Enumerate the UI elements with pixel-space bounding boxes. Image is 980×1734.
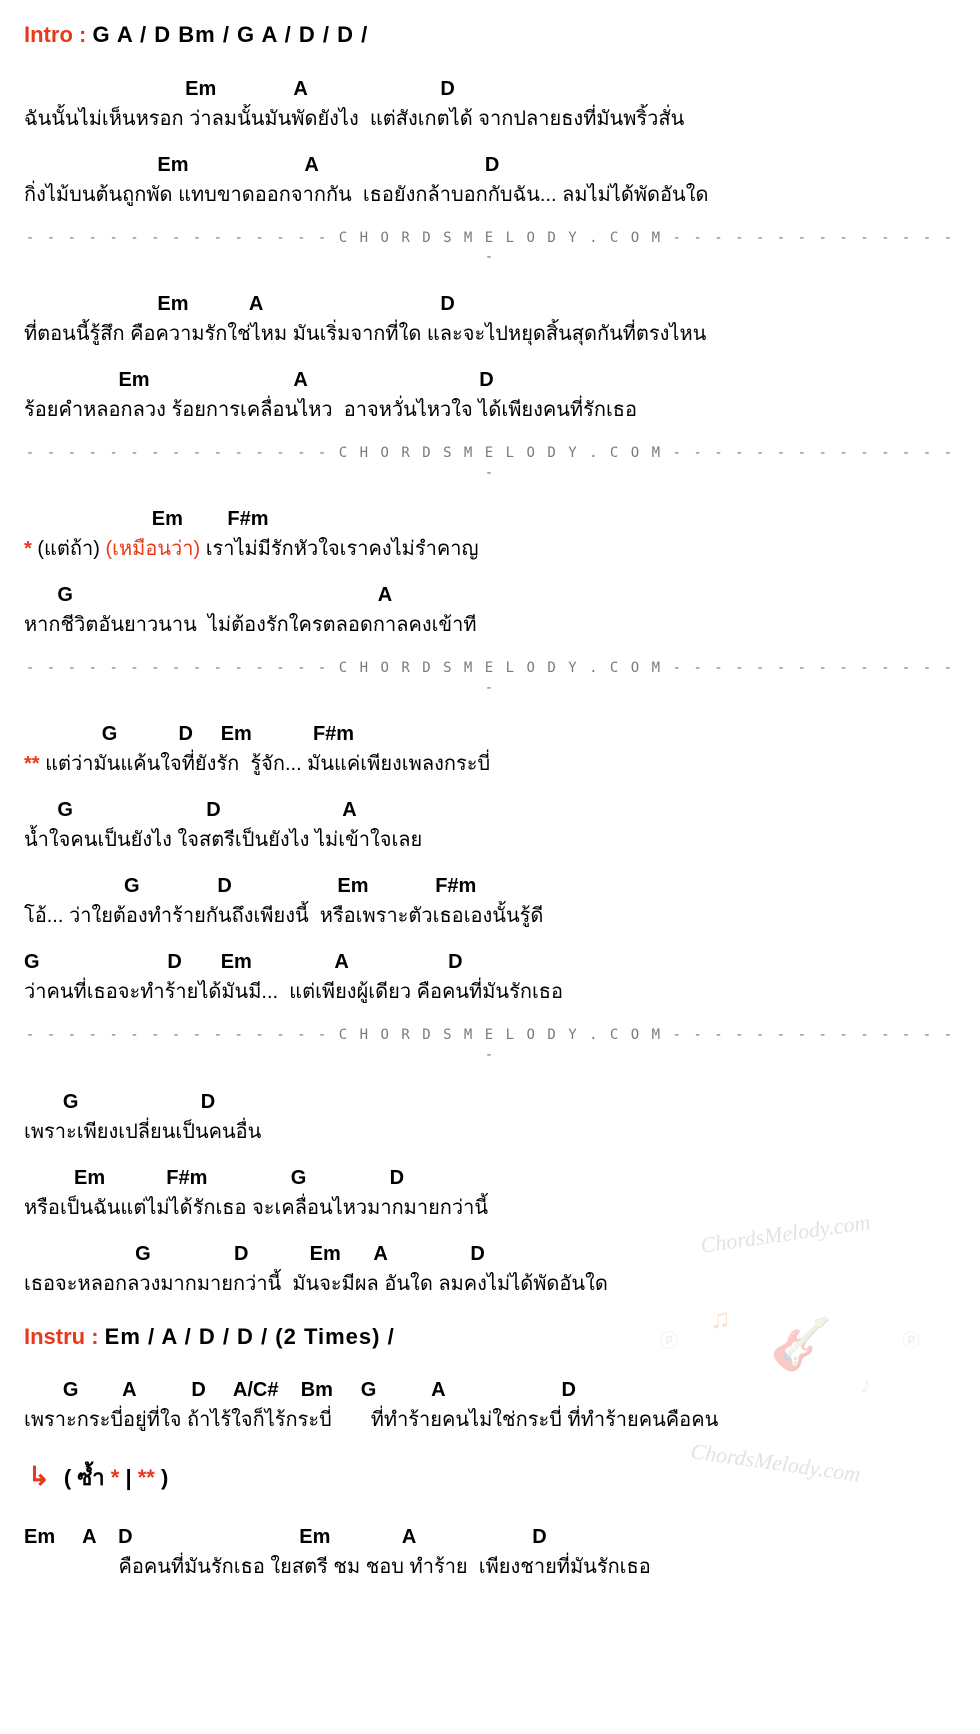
star-ref-2: **	[138, 1465, 155, 1490]
lyric-row: ฉันนั้นไม่เห็นหรอก ว่าลมนั้นมันพัดยังไง …	[24, 105, 956, 133]
lyric-tail: แต่ว่ามันแค้นใจที่ยังรัก รู้จัก... มันแค…	[45, 753, 490, 775]
chord-row: Em A D	[24, 290, 956, 318]
lyric-row: เพราะกระบี่อยู่ที่ใจ ถ้าไร้ใจก็ไร้กระบี่…	[24, 1406, 956, 1434]
chord-row: Em A D Em A D	[24, 1523, 956, 1551]
paren-text-2: (เหมือนว่า)	[105, 538, 205, 560]
intro-chords: G A / D Bm / G A / D / D /	[92, 22, 368, 47]
chorus-line1: G D Em F#m ** แต่ว่ามันแค้นใจที่ยังรัก ร…	[24, 720, 956, 778]
lyric-row: โอ้... ว่าใยต้องทำร้ายกันถึงเพียงนี้ หรื…	[24, 902, 956, 930]
prechorus-line1: Em F#m * (แต่ถ้า) (เหมือนว่า) เราไม่มีรั…	[24, 505, 956, 563]
section-divider: - - - - - - - - - - - - - - - C H O R D …	[24, 229, 956, 268]
repeat-text: ( ซ้ำ * | ** )	[64, 1465, 168, 1490]
chord-row: G D Em F#m	[24, 872, 956, 900]
chord-row: G A D A/C# Bm G A D	[24, 1376, 956, 1404]
lyric-row: หากชีวิตอันยาวนาน ไม่ต้องรักใครตลอดกาลคง…	[24, 611, 956, 639]
intro-section: Intro : G A / D Bm / G A / D / D /	[24, 20, 956, 51]
instru-section: Instru : Em / A / D / D / (2 Times) /	[24, 1322, 956, 1353]
lyric-row: คือคนที่มันรักเธอ ใยสตรี ชม ชอบ ทำร้าย เ…	[24, 1553, 956, 1581]
intro-label: Intro :	[24, 22, 92, 47]
bridge-line3: G D Em A D เธอจะหลอกลวงมากมายกว่านี้ มัน…	[24, 1240, 956, 1298]
chord-row: Em A D	[24, 75, 956, 103]
star-marker: *	[24, 538, 37, 560]
lyric-row: ** แต่ว่ามันแค้นใจที่ยังรัก รู้จัก... มั…	[24, 750, 956, 778]
repeat-section: ↳ ( ซ้ำ * | ** )	[28, 1458, 956, 1494]
bridge-line2: Em F#m G D หรือเป็นฉันแต่ไม่ได้รักเธอ จะ…	[24, 1164, 956, 1222]
verse1-line2: Em A D กิ่งไม้บนต้นถูกพัด แทบขาดออกจากกั…	[24, 151, 956, 209]
instru-label: Instru :	[24, 1324, 105, 1349]
verse1-line1: Em A D ฉันนั้นไม่เห็นหรอก ว่าลมนั้นมันพั…	[24, 75, 956, 133]
chorus-line2: G D A น้ำใจคนเป็นยังไง ใจสตรีเป็นยังไง ไ…	[24, 796, 956, 854]
star-marker-double: **	[24, 753, 45, 775]
lyric-row: หรือเป็นฉันแต่ไม่ได้รักเธอ จะเคลื่อนไหวม…	[24, 1194, 956, 1222]
chord-row: G D Em F#m	[24, 720, 956, 748]
section-divider: - - - - - - - - - - - - - - - C H O R D …	[24, 659, 956, 698]
post-instru-line1: G A D A/C# Bm G A D เพราะกระบี่อยู่ที่ใจ…	[24, 1376, 956, 1434]
section-divider: - - - - - - - - - - - - - - - C H O R D …	[24, 1026, 956, 1065]
chord-row: G D	[24, 1088, 956, 1116]
lyric-row: น้ำใจคนเป็นยังไง ใจสตรีเป็นยังไง ไม่เข้า…	[24, 826, 956, 854]
lyric-row: เพราะเพียงเปลี่ยนเป็นคนอื่น	[24, 1118, 956, 1146]
chord-row: G A	[24, 581, 956, 609]
section-divider: - - - - - - - - - - - - - - - C H O R D …	[24, 444, 956, 483]
chord-row: Em F#m G D	[24, 1164, 956, 1192]
chorus-line4: G D Em A D ว่าคนที่เธอจะทำร้ายได้มันมี..…	[24, 948, 956, 1006]
lyric-row: ที่ตอนนี้รู้สึก คือความรักใช่ไหม มันเริ่…	[24, 320, 956, 348]
instru-chords: Em / A / D / D / (2 Times) /	[105, 1324, 395, 1349]
outro-line1: Em A D Em A D คือคนที่มันรักเธอ ใยสตรี ช…	[24, 1523, 956, 1581]
lyric-row: กิ่งไม้บนต้นถูกพัด แทบขาดออกจากกัน เธอยั…	[24, 181, 956, 209]
chord-row: G D Em A D	[24, 948, 956, 976]
lyric-row: * (แต่ถ้า) (เหมือนว่า) เราไม่มีรักหัวใจเ…	[24, 535, 956, 563]
lyric-row: ว่าคนที่เธอจะทำร้ายได้มันมี... แต่เพียงผ…	[24, 978, 956, 1006]
chorus-line3: G D Em F#m โอ้... ว่าใยต้องทำร้ายกันถึงเ…	[24, 872, 956, 930]
chord-row: Em F#m	[24, 505, 956, 533]
verse2-line2: Em A D ร้อยคำหลอกลวง ร้อยการเคลื่อนไหว อ…	[24, 366, 956, 424]
lyric-row: ร้อยคำหลอกลวง ร้อยการเคลื่อนไหว อาจหวั่น…	[24, 396, 956, 424]
repeat-arrow-icon: ↳	[28, 1461, 50, 1491]
chord-row: Em A D	[24, 366, 956, 394]
bridge-line1: G D เพราะเพียงเปลี่ยนเป็นคนอื่น	[24, 1088, 956, 1146]
chord-row: G D A	[24, 796, 956, 824]
chord-row: G D Em A D	[24, 1240, 956, 1268]
lyric-row: เธอจะหลอกลวงมากมายกว่านี้ มันจะมีผล อันใ…	[24, 1270, 956, 1298]
chord-row: Em A D	[24, 151, 956, 179]
verse2-line1: Em A D ที่ตอนนี้รู้สึก คือความรักใช่ไหม …	[24, 290, 956, 348]
prechorus-line2: G A หากชีวิตอันยาวนาน ไม่ต้องรักใครตลอดก…	[24, 581, 956, 639]
star-ref-1: *	[111, 1465, 120, 1490]
lyric-tail: เราไม่มีรักหัวใจเราคงไม่รำคาญ	[206, 538, 479, 560]
paren-text-1: (แต่ถ้า)	[37, 538, 105, 560]
